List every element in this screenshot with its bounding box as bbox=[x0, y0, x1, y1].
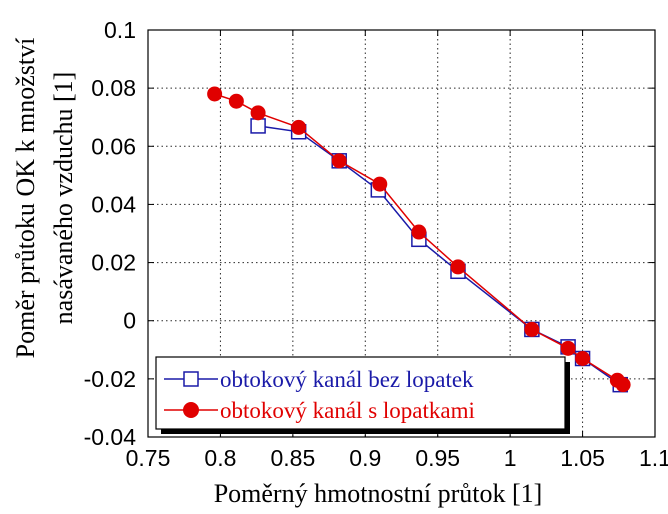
legend-label-series-1: obtokový kanál bez lopatek bbox=[220, 367, 474, 392]
tick-labels: 0.75 0.8 0.85 0.9 0.95 1 1.05 1.1 0.1 0.08 0.06 0.0… bbox=[84, 17, 668, 471]
y-tick-label: 0.06 bbox=[91, 133, 136, 159]
data-point-circle bbox=[560, 340, 576, 356]
x-tick-label: 1 bbox=[504, 445, 517, 471]
y-tick-label: 0.04 bbox=[91, 191, 136, 217]
data-point-circle bbox=[250, 105, 266, 121]
legend-box bbox=[155, 356, 566, 430]
plot-frame bbox=[147, 29, 656, 438]
data-point-circle bbox=[207, 86, 223, 102]
data-point-circle bbox=[575, 351, 591, 367]
x-tick-label: 0.8 bbox=[204, 445, 236, 471]
x-tick-label: 0.9 bbox=[349, 445, 381, 471]
data-point-circle bbox=[615, 377, 631, 393]
x-tick-label: 1.05 bbox=[560, 445, 605, 471]
data-point-circle bbox=[524, 321, 540, 337]
y-axis-label-line-2: nasávaného vzduchu [1] bbox=[49, 72, 78, 325]
data-point-square bbox=[250, 118, 266, 134]
x-tick-label: 0.75 bbox=[126, 445, 171, 471]
series-layer bbox=[207, 86, 631, 393]
y-tick-label: 0.1 bbox=[104, 17, 136, 43]
y-axis-label-line-1: Poměr průtoku OK k množství bbox=[11, 38, 40, 359]
y-tick-label: 0.08 bbox=[91, 75, 136, 101]
data-point-circle bbox=[450, 259, 466, 275]
x-tick-label: 1.1 bbox=[639, 445, 668, 471]
legend-circle-marker bbox=[183, 402, 199, 418]
legend-label-series-2: obtokový kanál s lopatkami bbox=[220, 398, 475, 423]
data-point-circle bbox=[291, 119, 307, 135]
data-point-circle bbox=[411, 224, 427, 240]
x-axis-label: Poměrný hmotnostní průtok [1] bbox=[214, 479, 543, 508]
y-tick-label: -0.02 bbox=[84, 366, 136, 392]
y-tick-label: 0.02 bbox=[91, 250, 136, 276]
legend-square-marker bbox=[183, 371, 199, 387]
x-tick-label: 0.85 bbox=[270, 445, 315, 471]
data-point-circle bbox=[372, 176, 388, 192]
y-tick-label: 0 bbox=[123, 308, 136, 334]
data-point-circle bbox=[228, 93, 244, 109]
data-point-circle bbox=[331, 153, 347, 169]
y-tick-label: -0.04 bbox=[84, 424, 137, 450]
legend: obtokový kanál bez lopatek obtokový kaná… bbox=[155, 356, 570, 434]
x-tick-label: 0.95 bbox=[415, 445, 460, 471]
